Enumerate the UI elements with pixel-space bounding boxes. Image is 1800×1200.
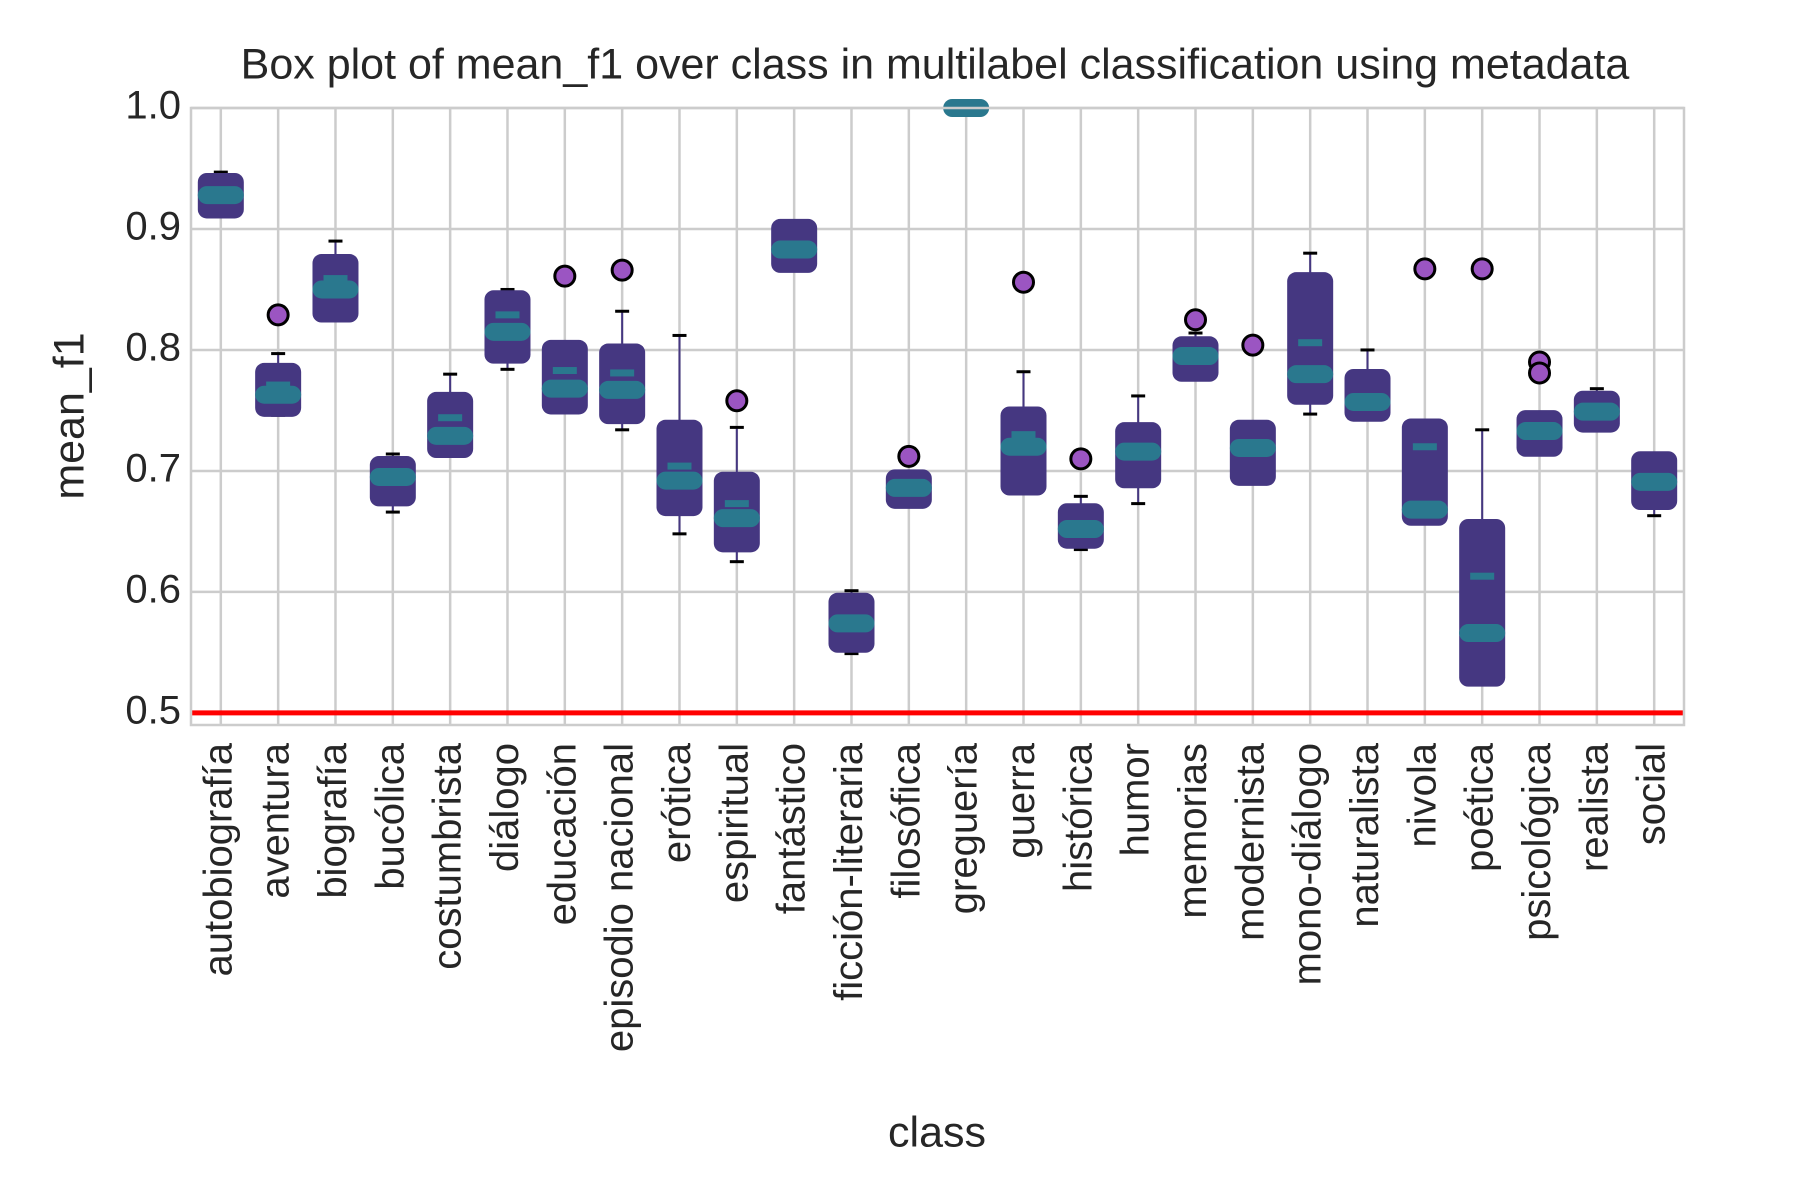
y-axis-label: mean_f1 [45, 332, 93, 499]
x-tick-label: filosófica [884, 742, 928, 898]
median-line [255, 385, 302, 404]
median-line [427, 426, 474, 445]
median-line [197, 186, 244, 205]
mean-line [1298, 339, 1323, 347]
y-tick-label: 0.7 [125, 447, 181, 491]
mean-line [667, 462, 692, 470]
mean-line [266, 381, 291, 389]
median-line [1573, 402, 1620, 421]
median-line [1631, 472, 1678, 491]
x-tick-label: diálogo [483, 743, 527, 872]
median-line [312, 280, 359, 299]
x-tick-label: histórica [1056, 742, 1100, 892]
flier [610, 258, 634, 282]
flier [1184, 308, 1208, 332]
median-line [713, 509, 760, 528]
chart-title: Box plot of mean_f1 over class in multil… [241, 40, 1630, 88]
x-tick-label: guerra [999, 742, 1043, 858]
mean-line [495, 311, 520, 319]
x-tick-label: nivola [1400, 742, 1444, 847]
median-line [885, 478, 932, 497]
x-tick-label: social [1630, 743, 1674, 845]
box [1287, 272, 1334, 405]
plot-frame [189, 106, 1686, 727]
flier [1069, 447, 1093, 471]
x-tick-label: realista [1572, 742, 1616, 872]
x-tick-label: episodio nacional [598, 743, 642, 1052]
y-tick-label: 0.8 [125, 326, 181, 370]
median-line [828, 614, 875, 633]
x-axis-label: class [888, 1108, 986, 1156]
x-tick-label: educación [540, 743, 584, 925]
x-tick-label: memorias [1171, 743, 1215, 919]
flier [1241, 333, 1265, 357]
median-line [656, 471, 703, 490]
median-line [1516, 422, 1563, 441]
flier [1470, 257, 1494, 281]
box [1459, 518, 1506, 687]
flier [725, 389, 749, 413]
x-tick-label: naturalista [1343, 742, 1387, 927]
median-line [771, 240, 818, 259]
median-line [1459, 624, 1506, 643]
median-line [1000, 437, 1047, 456]
flier [266, 303, 290, 327]
median-line [1287, 365, 1334, 384]
y-tick-label: 1.0 [125, 84, 181, 128]
x-tick-label: psicológica [1515, 742, 1559, 941]
x-tick-label: mono-diálogo [1286, 743, 1330, 985]
flier [1012, 270, 1036, 294]
x-tick-label: fantástico [770, 743, 814, 914]
median-line [1172, 347, 1219, 366]
mean-line [724, 500, 749, 508]
box [541, 339, 588, 415]
mean-line [1470, 572, 1495, 580]
x-tick-label: erótica [655, 742, 699, 863]
median-line [1401, 500, 1448, 519]
box [427, 391, 474, 459]
mean-line [323, 275, 348, 283]
x-tick-label: modernista [1228, 742, 1272, 941]
x-tick-label: autobiografía [196, 742, 240, 976]
mean-line [1412, 443, 1437, 451]
x-tick-label: aventura [254, 742, 298, 898]
median-line [369, 467, 416, 486]
median-line [1229, 438, 1276, 457]
mean-line [438, 414, 463, 422]
median-line [541, 379, 588, 398]
x-tick-label: espiritual [712, 743, 756, 903]
x-tick-label: greguería [942, 742, 986, 914]
flier [897, 444, 921, 468]
median-line [599, 380, 646, 399]
flier [553, 264, 577, 288]
x-tick-label: costumbrista [426, 742, 470, 969]
flier [1413, 257, 1437, 281]
flier [1528, 361, 1552, 385]
x-tick-label: poética [1458, 742, 1502, 872]
x-tick-label: biografía [311, 742, 355, 898]
y-tick-label: 0.5 [125, 688, 181, 732]
mean-line [610, 369, 635, 377]
y-tick-label: 0.6 [125, 567, 181, 611]
median-line [1115, 442, 1162, 461]
x-tick-label: humor [1114, 743, 1158, 856]
y-tick-label: 0.9 [125, 205, 181, 249]
mean-line [1011, 431, 1036, 439]
median-line [1057, 520, 1104, 539]
median-line [1344, 392, 1391, 411]
mean-line [552, 367, 577, 375]
x-tick-label: bucólica [368, 742, 412, 890]
x-tick-label: ficción-literaria [827, 742, 871, 1001]
median-line [484, 322, 531, 341]
